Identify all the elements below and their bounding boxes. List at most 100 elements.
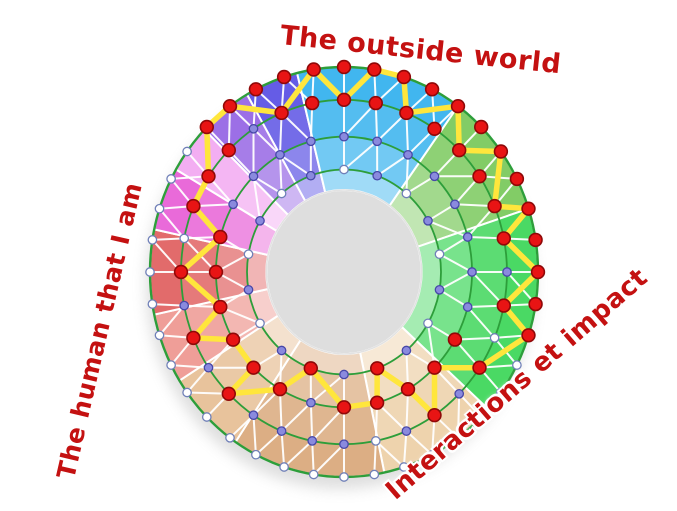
white-node[interactable] bbox=[512, 360, 522, 370]
white-node[interactable] bbox=[201, 412, 212, 422]
red-node[interactable] bbox=[246, 360, 261, 375]
red-node[interactable] bbox=[199, 119, 215, 135]
red-node[interactable] bbox=[530, 264, 546, 280]
purple-node[interactable] bbox=[248, 410, 259, 421]
purple-node[interactable] bbox=[401, 426, 412, 436]
purple-node[interactable] bbox=[401, 345, 412, 356]
white-node[interactable] bbox=[147, 299, 158, 309]
red-node[interactable] bbox=[369, 395, 385, 410]
red-node[interactable] bbox=[222, 98, 238, 114]
red-node[interactable] bbox=[225, 332, 241, 347]
red-node[interactable] bbox=[305, 95, 320, 111]
white-node[interactable] bbox=[279, 462, 289, 472]
red-node[interactable] bbox=[274, 105, 289, 121]
purple-node[interactable] bbox=[203, 362, 214, 373]
red-node[interactable] bbox=[221, 386, 237, 401]
purple-node[interactable] bbox=[462, 302, 473, 312]
purple-node[interactable] bbox=[248, 171, 259, 182]
purple-node[interactable] bbox=[423, 215, 433, 226]
red-node[interactable] bbox=[424, 82, 440, 97]
red-node[interactable] bbox=[201, 169, 216, 184]
red-node[interactable] bbox=[208, 264, 224, 280]
purple-node[interactable] bbox=[403, 149, 413, 160]
white-node[interactable] bbox=[154, 330, 165, 341]
purple-node[interactable] bbox=[502, 267, 512, 277]
purple-node[interactable] bbox=[228, 199, 238, 210]
red-node[interactable] bbox=[367, 62, 382, 77]
purple-node[interactable] bbox=[462, 232, 473, 242]
purple-node[interactable] bbox=[276, 345, 287, 356]
purple-node[interactable] bbox=[372, 170, 383, 181]
white-node[interactable] bbox=[339, 472, 349, 482]
purple-node[interactable] bbox=[255, 215, 265, 226]
purple-node[interactable] bbox=[339, 369, 349, 380]
red-node[interactable] bbox=[173, 264, 189, 280]
red-node[interactable] bbox=[521, 328, 536, 343]
purple-node[interactable] bbox=[450, 199, 460, 210]
red-node[interactable] bbox=[521, 201, 536, 216]
purple-node[interactable] bbox=[454, 388, 465, 399]
white-node[interactable] bbox=[496, 387, 506, 398]
white-node[interactable] bbox=[179, 233, 190, 244]
purple-node[interactable] bbox=[276, 426, 287, 436]
white-node[interactable] bbox=[453, 432, 463, 443]
white-node[interactable] bbox=[243, 249, 254, 260]
red-node[interactable] bbox=[368, 95, 383, 111]
white-node[interactable] bbox=[308, 469, 319, 480]
red-node[interactable] bbox=[272, 382, 288, 397]
white-node[interactable] bbox=[476, 412, 487, 422]
white-node[interactable] bbox=[182, 387, 192, 398]
red-node[interactable] bbox=[306, 62, 321, 77]
white-node[interactable] bbox=[166, 360, 176, 370]
red-node[interactable] bbox=[496, 298, 511, 313]
purple-node[interactable] bbox=[434, 284, 445, 295]
red-node[interactable] bbox=[400, 382, 416, 397]
purple-node[interactable] bbox=[306, 397, 316, 408]
white-node[interactable] bbox=[427, 449, 437, 460]
red-node[interactable] bbox=[427, 360, 442, 375]
red-node[interactable] bbox=[213, 299, 228, 315]
red-node[interactable] bbox=[336, 400, 352, 415]
red-node[interactable] bbox=[493, 144, 509, 159]
white-node[interactable] bbox=[339, 164, 349, 175]
red-node[interactable] bbox=[528, 296, 543, 312]
purple-node[interactable] bbox=[339, 439, 349, 450]
red-node[interactable] bbox=[450, 98, 466, 114]
purple-node[interactable] bbox=[243, 284, 254, 295]
red-node[interactable] bbox=[509, 171, 525, 187]
purple-node[interactable] bbox=[429, 171, 440, 182]
red-node[interactable] bbox=[186, 198, 201, 214]
white-node[interactable] bbox=[401, 188, 412, 199]
purple-node[interactable] bbox=[372, 136, 382, 147]
red-node[interactable] bbox=[474, 119, 489, 135]
white-node[interactable] bbox=[147, 235, 158, 245]
white-node[interactable] bbox=[145, 267, 155, 277]
purple-node[interactable] bbox=[275, 149, 285, 160]
red-node[interactable] bbox=[427, 121, 442, 137]
red-node[interactable] bbox=[487, 198, 502, 214]
purple-node[interactable] bbox=[248, 123, 259, 134]
white-node[interactable] bbox=[166, 174, 176, 184]
purple-node[interactable] bbox=[305, 170, 316, 181]
white-node[interactable] bbox=[370, 436, 381, 446]
red-node[interactable] bbox=[336, 92, 352, 108]
red-node[interactable] bbox=[248, 82, 264, 97]
red-node[interactable] bbox=[528, 232, 543, 248]
white-node[interactable] bbox=[154, 203, 165, 214]
purple-node[interactable] bbox=[307, 436, 318, 446]
white-node[interactable] bbox=[182, 146, 192, 157]
red-node[interactable] bbox=[452, 143, 467, 158]
red-node[interactable] bbox=[221, 143, 237, 158]
red-node[interactable] bbox=[399, 105, 414, 121]
white-node[interactable] bbox=[434, 249, 445, 260]
white-node[interactable] bbox=[276, 188, 287, 199]
purple-node[interactable] bbox=[467, 267, 477, 277]
red-node[interactable] bbox=[186, 330, 201, 346]
red-node[interactable] bbox=[370, 361, 385, 376]
white-node[interactable] bbox=[225, 432, 235, 443]
white-node[interactable] bbox=[251, 449, 261, 460]
red-node[interactable] bbox=[336, 59, 352, 75]
red-node[interactable] bbox=[472, 360, 487, 375]
purple-node[interactable] bbox=[339, 131, 349, 142]
red-node[interactable] bbox=[427, 408, 442, 423]
